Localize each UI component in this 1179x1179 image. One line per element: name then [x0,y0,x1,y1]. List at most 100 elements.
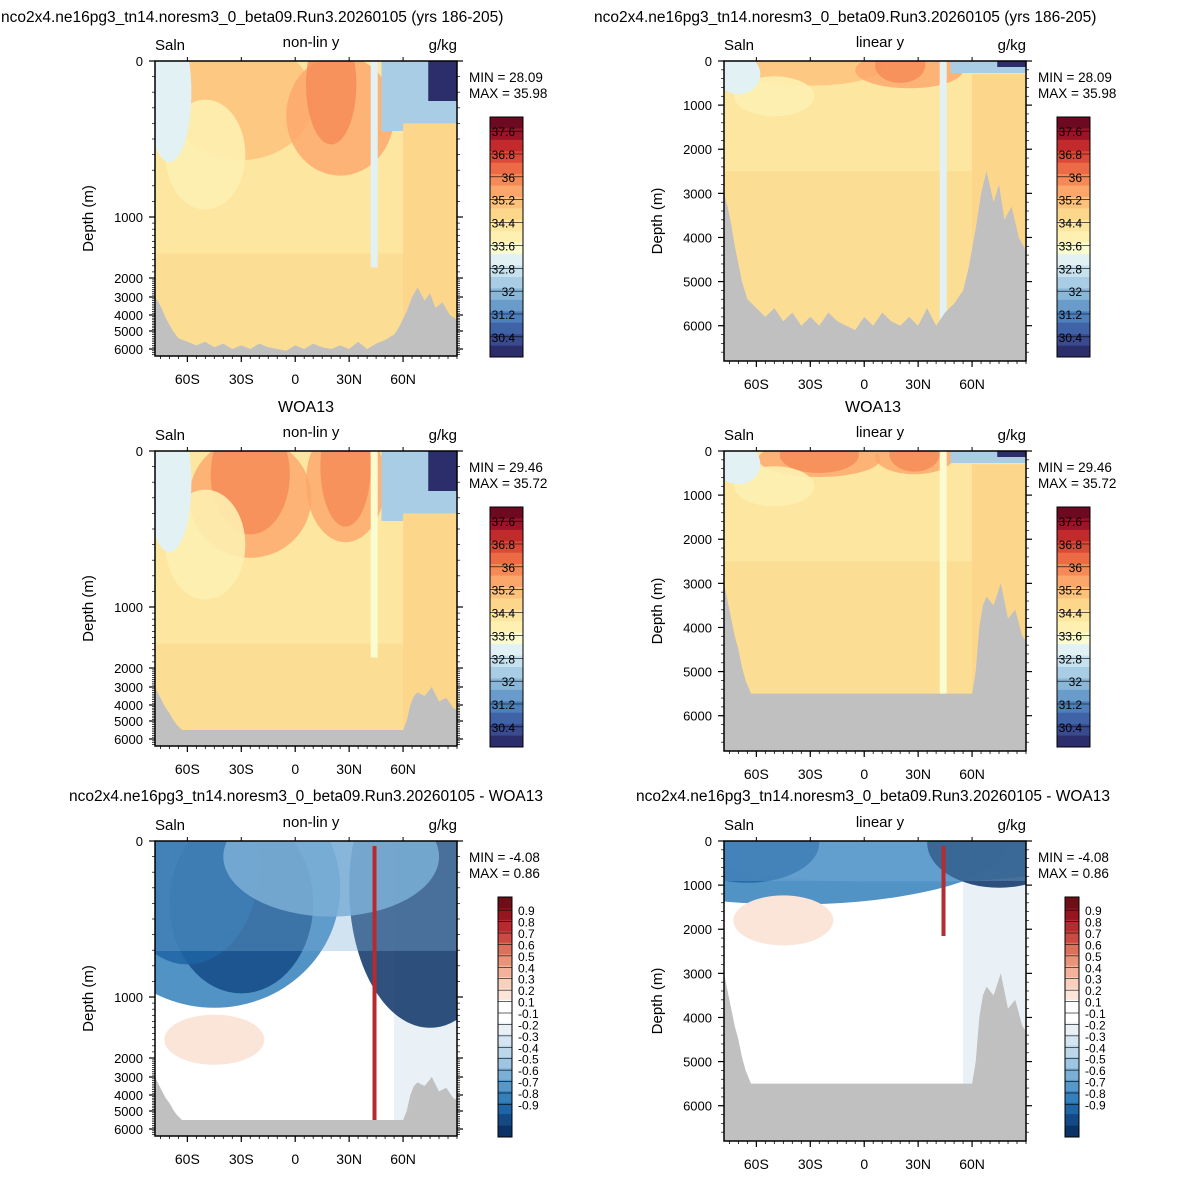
section-field [155,841,457,1136]
x-tick-label: 30N [336,1151,362,1167]
colorbar-swatch [490,334,523,346]
y-tick-label: 6000 [114,1122,143,1137]
colorbar-label: 35.2 [492,584,516,598]
colorbar-swatch [1057,564,1090,576]
y-tick-label: 4000 [114,698,143,713]
y-tick-label: 1000 [114,990,143,1005]
colorbar-swatch [498,908,512,921]
outflow-anomaly [941,846,946,936]
y-axis-label: Depth (m) [80,185,97,252]
section-field [724,841,1026,1141]
southern-fresh [724,61,761,95]
salty-core [320,451,371,527]
colorbar-swatch [490,552,523,565]
colorbar-swatch [490,139,523,152]
x-tick-label: 30N [905,376,931,392]
colorbar-swatch [1065,919,1079,932]
colorbar-swatch [1057,219,1090,232]
colorbar-label: -0.1 [518,1007,539,1021]
positive-anomaly [733,895,834,946]
colorbar-swatch [490,254,523,266]
colorbar-label: 34.4 [1059,217,1083,231]
min-label: MIN = -4.08 [469,850,540,865]
colorbar-swatch [490,117,523,129]
colorbar-swatch [498,1034,512,1046]
colorbar-label: -0.5 [1085,1053,1106,1067]
colorbar-swatch [1065,999,1079,1012]
negative-anomaly [724,841,820,883]
colorbar-swatch [1057,128,1090,141]
x-tick-label: 60N [390,371,416,387]
colorbar-label: 36 [502,561,516,575]
colorbar-swatch [1057,552,1090,565]
colorbar-swatch [490,128,523,141]
colorbar: 0.90.80.70.60.50.40.30.20.1-0.1-0.2-0.3-… [497,896,539,1138]
colorbar-label: 37.6 [492,125,516,139]
land-mask [724,973,1026,1141]
southern-fresh [155,451,192,553]
panel-obs-lin: 60S 30S 0 30N 60N 0 1000 2000 3000 4000 5000 6000 De… [649,424,1116,782]
colorbar-swatch [1065,954,1079,966]
colorbar-label: 0.1 [518,996,535,1010]
colorbar-swatch [1057,632,1090,645]
colorbar-swatch [1065,942,1079,955]
colorbar-swatch [498,1045,512,1058]
colorbar-label: 35.2 [492,194,516,208]
y-tick-label: 4000 [683,620,712,635]
min-label: MIN = 29.46 [469,460,543,475]
section-field [155,451,457,746]
y-tick-label: 6000 [114,732,143,747]
y-tick-label: 6000 [683,709,712,724]
colorbar-swatch [490,609,523,622]
colorbar: 0.90.80.70.60.50.40.30.20.1-0.1-0.2-0.3-… [1064,896,1106,1138]
narrow-column [370,61,378,268]
colorbar-swatch [490,242,523,255]
x-tick-label: 30N [905,766,931,782]
colorbar-label: 32.8 [1059,262,1083,276]
x-tick-label: 60S [744,376,769,392]
colorbar-swatch [1065,1079,1079,1092]
x-tick-label: 60S [175,1151,200,1167]
colorbar-swatch [1057,701,1090,714]
colorbar-label: 34.4 [492,217,516,231]
x-tick-label: 0 [860,376,868,392]
colorbar-label: 31.2 [492,308,516,322]
narrow-column [939,61,947,361]
x-tick-label: 60S [744,766,769,782]
colorbar-swatch [1065,1034,1079,1046]
colorbar-label: 0.5 [1085,950,1102,964]
colorbar: 37.6 36.8 36 35.2 34.4 33.6 32.8 32 31.2 30.4 [489,116,524,358]
colorbar-swatch [1057,712,1090,725]
units-label: g/kg [429,817,457,834]
x-tick-label: 0 [291,1151,299,1167]
colorbar-label: 32.8 [1059,652,1083,666]
colorbar-label: -0.6 [518,1064,539,1078]
colorbar-swatch [490,632,523,645]
colorbar-swatch [1057,174,1090,186]
colorbar-frame [1056,506,1091,748]
y-tick-label: 0 [705,834,712,849]
y-tick-label: 0 [136,444,143,459]
y-tick-label: 4000 [114,1088,143,1103]
positive-anomaly [164,1014,265,1065]
max-label: MAX = 35.72 [469,476,547,491]
y-axis-label: Depth (m) [80,965,97,1032]
colorbar-swatch [1057,575,1090,588]
colorbar-swatch [1065,931,1079,944]
colorbar-label: 37.6 [492,515,516,529]
y-tick-label: 2000 [114,661,143,676]
x-tick-label: 60S [744,1156,769,1172]
colorbar-swatch [1057,724,1090,736]
x-tick-label: 60S [175,761,200,777]
colorbar-swatch [490,529,523,542]
x-tick-label: 60N [390,761,416,777]
colorbar-swatch [490,185,523,198]
colorbar-swatch [1057,311,1090,324]
y-tick-label: 5000 [114,1104,143,1119]
y-tick-label: 6000 [114,342,143,357]
y-tick-label: 5000 [683,665,712,680]
y-axis-label: Depth (m) [649,968,666,1035]
y-axis-label: Depth (m) [649,188,666,255]
units-label: g/kg [998,37,1026,54]
max-label: MAX = 0.86 [469,866,540,881]
